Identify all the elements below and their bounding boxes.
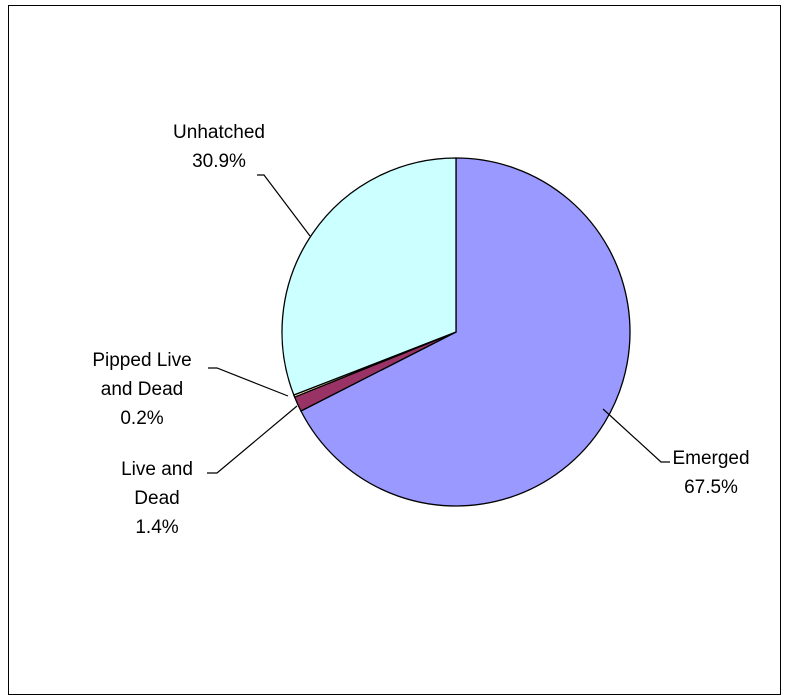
- leader-line-unhatched: [257, 174, 311, 237]
- leader-line-pipped-live-and-dead: [208, 367, 289, 397]
- data-label-line: 67.5%: [684, 477, 738, 498]
- data-label-line: 30.9%: [192, 151, 246, 172]
- data-label-emerged: Emerged 67.5%: [672, 448, 749, 498]
- data-label-line: 1.4%: [135, 517, 178, 538]
- data-label-line: Live and: [121, 459, 193, 480]
- slices-layer: [281, 157, 631, 507]
- data-label-line: Unhatched: [173, 122, 265, 143]
- data-label-line: Emerged: [672, 448, 749, 469]
- pie-chart: Emerged 67.5% Live and Dead 1.4% Pipped Live a…: [92, 122, 749, 538]
- data-label-unhatched: Unhatched 30.9%: [173, 122, 265, 172]
- pie-slice-unhatched: [281, 157, 457, 396]
- data-label-live-and-dead: Live and Dead 1.4%: [121, 459, 193, 538]
- data-label-line: 0.2%: [120, 408, 163, 429]
- data-label-pipped-live-and-dead: Pipped Live and Dead 0.2%: [92, 350, 191, 429]
- data-label-line: Pipped Live: [92, 350, 191, 371]
- leader-lines: [207, 174, 670, 474]
- pie-slice-emerged: [300, 157, 631, 507]
- leader-line-emerged: [602, 408, 670, 463]
- data-label-line: Dead: [134, 488, 179, 509]
- leader-line-live-and-dead: [207, 405, 298, 474]
- labels-layer: Emerged 67.5% Live and Dead 1.4% Pipped Live a…: [92, 122, 749, 538]
- data-label-line: and Dead: [101, 379, 183, 400]
